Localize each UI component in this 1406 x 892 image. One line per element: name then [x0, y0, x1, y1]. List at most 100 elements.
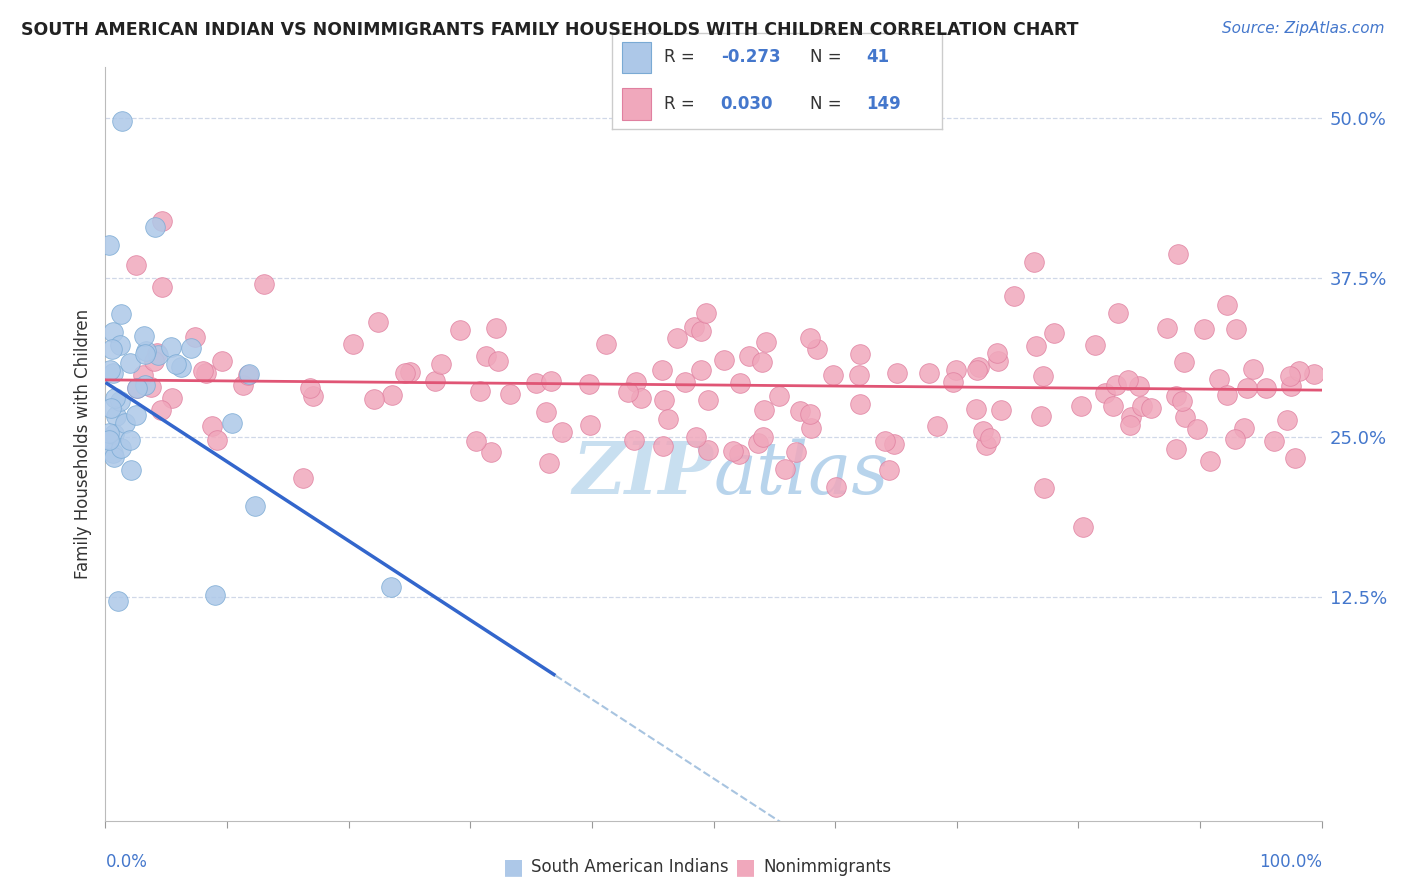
- Point: [143, 219, 166, 234]
- Point: [799, 407, 821, 421]
- Text: ■: ■: [503, 857, 523, 877]
- Point: [243, 500, 266, 514]
- Point: [141, 380, 163, 394]
- Point: [114, 416, 136, 430]
- Point: [120, 463, 142, 477]
- Point: [103, 366, 125, 380]
- Point: [990, 403, 1012, 417]
- Text: 41: 41: [866, 47, 889, 66]
- Point: [468, 384, 491, 398]
- Point: [108, 393, 131, 408]
- Point: [1284, 451, 1306, 466]
- Text: ZIP: ZIP: [572, 439, 713, 509]
- Point: [1032, 368, 1054, 383]
- Point: [524, 376, 547, 390]
- Point: [134, 347, 156, 361]
- Point: [430, 357, 453, 371]
- Point: [1216, 297, 1239, 311]
- Point: [979, 432, 1001, 446]
- Point: [886, 367, 908, 381]
- Point: [877, 463, 900, 477]
- Point: [966, 363, 988, 377]
- Y-axis label: Family Households with Children: Family Households with Children: [73, 309, 91, 579]
- Point: [1121, 410, 1143, 425]
- Point: [101, 326, 124, 340]
- Point: [342, 337, 364, 351]
- Point: [578, 418, 600, 433]
- Point: [578, 377, 600, 392]
- Point: [785, 444, 807, 458]
- Point: [1119, 418, 1142, 433]
- Point: [475, 349, 498, 363]
- Point: [551, 425, 574, 440]
- Point: [146, 346, 169, 360]
- Point: [1187, 422, 1209, 436]
- Point: [1236, 381, 1258, 395]
- Point: [118, 356, 141, 370]
- Point: [238, 368, 260, 382]
- Point: [103, 426, 125, 441]
- Point: [1164, 390, 1187, 404]
- Bar: [621, 88, 651, 120]
- Point: [1132, 399, 1154, 413]
- Point: [1118, 373, 1140, 387]
- Point: [1171, 394, 1194, 409]
- Point: [107, 594, 129, 608]
- Point: [127, 381, 149, 395]
- Point: [110, 307, 132, 321]
- Point: [1073, 520, 1095, 534]
- Point: [755, 334, 778, 349]
- Point: [623, 433, 645, 447]
- Point: [125, 258, 148, 272]
- Point: [125, 382, 148, 396]
- Point: [1225, 321, 1247, 335]
- Point: [1094, 386, 1116, 401]
- Point: [1156, 320, 1178, 334]
- Point: [1275, 412, 1298, 426]
- Point: [806, 343, 828, 357]
- Point: [651, 363, 673, 377]
- Point: [918, 367, 941, 381]
- Point: [768, 388, 790, 402]
- Point: [987, 353, 1010, 368]
- Point: [1174, 409, 1197, 424]
- Text: -0.273: -0.273: [721, 47, 780, 66]
- Point: [849, 347, 872, 361]
- Point: [363, 392, 385, 406]
- Point: [1173, 355, 1195, 369]
- Point: [747, 436, 769, 450]
- Point: [1105, 378, 1128, 392]
- Bar: [621, 42, 651, 73]
- Point: [142, 354, 165, 368]
- Point: [134, 378, 156, 392]
- Point: [721, 443, 744, 458]
- Point: [689, 324, 711, 338]
- Point: [381, 387, 404, 401]
- Point: [125, 409, 148, 423]
- Point: [149, 402, 172, 417]
- Point: [883, 437, 905, 451]
- Point: [1107, 306, 1129, 320]
- Point: [110, 441, 132, 455]
- Point: [201, 419, 224, 434]
- Text: 0.030: 0.030: [721, 95, 773, 112]
- Text: N =: N =: [810, 95, 846, 112]
- Point: [789, 404, 811, 418]
- Point: [685, 430, 707, 444]
- Text: 100.0%: 100.0%: [1258, 853, 1322, 871]
- Point: [657, 412, 679, 426]
- Point: [1084, 338, 1107, 352]
- Point: [713, 353, 735, 368]
- Text: Source: ZipAtlas.com: Source: ZipAtlas.com: [1222, 21, 1385, 37]
- Point: [120, 433, 142, 447]
- Point: [165, 357, 187, 371]
- Point: [380, 580, 402, 594]
- Point: [160, 392, 183, 406]
- Point: [737, 349, 759, 363]
- Point: [965, 402, 987, 417]
- Point: [825, 480, 848, 494]
- Point: [135, 344, 157, 359]
- Point: [1167, 247, 1189, 261]
- Point: [800, 421, 823, 435]
- Point: [464, 434, 486, 449]
